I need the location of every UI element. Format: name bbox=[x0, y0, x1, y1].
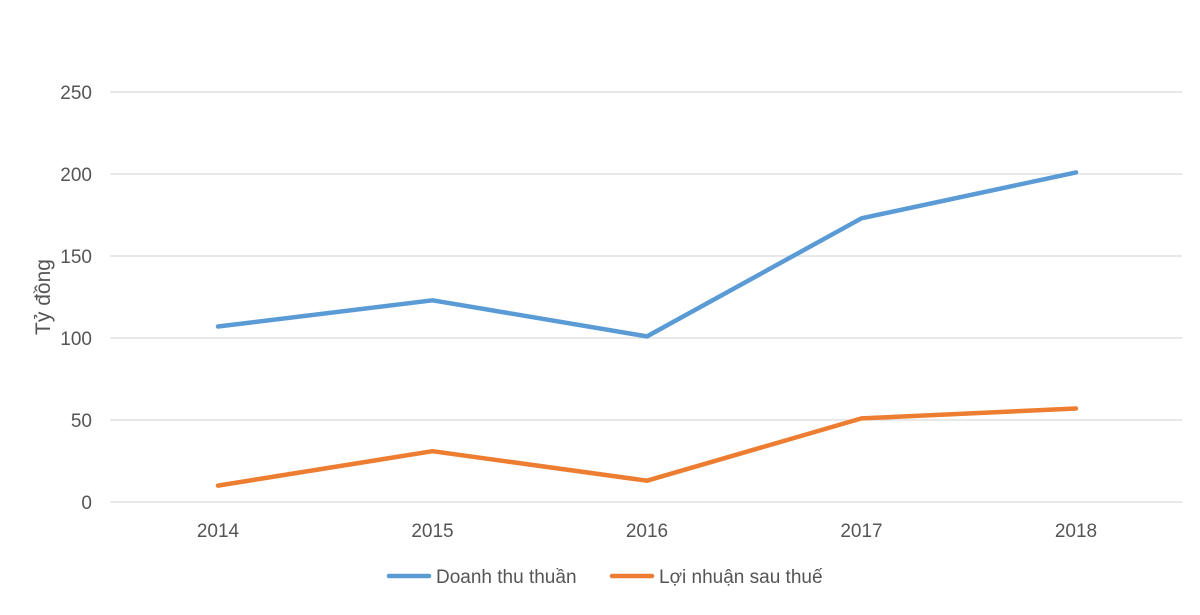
y-tick-label: 0 bbox=[81, 493, 92, 514]
x-tick-label: 2017 bbox=[840, 521, 882, 542]
x-tick-label: 2018 bbox=[1055, 521, 1097, 542]
x-tick-label: 2016 bbox=[626, 521, 668, 542]
series-lines bbox=[215, 170, 1079, 488]
y-tick-label: 250 bbox=[60, 83, 92, 104]
legend-label: Lợi nhuận sau thuế bbox=[659, 567, 823, 588]
y-tick-label: 150 bbox=[60, 247, 92, 268]
legend: Doanh thu thuần Lợi nhuận sau thuế bbox=[386, 567, 823, 588]
x-axis-ticks: 2014 2015 2016 2017 2018 bbox=[197, 521, 1097, 542]
y-axis-ticks: 0 50 100 150 200 250 bbox=[60, 83, 92, 514]
x-tick-label: 2015 bbox=[411, 521, 453, 542]
legend-label: Doanh thu thuần bbox=[436, 567, 577, 588]
y-tick-label: 50 bbox=[71, 411, 92, 432]
y-tick-label: 100 bbox=[60, 329, 92, 350]
y-axis-title: Tỷ đồng bbox=[32, 259, 55, 335]
y-tick-label: 200 bbox=[60, 165, 92, 186]
gridlines bbox=[110, 91, 1182, 503]
x-tick-label: 2014 bbox=[197, 521, 240, 542]
series-line-1 bbox=[215, 170, 1079, 339]
